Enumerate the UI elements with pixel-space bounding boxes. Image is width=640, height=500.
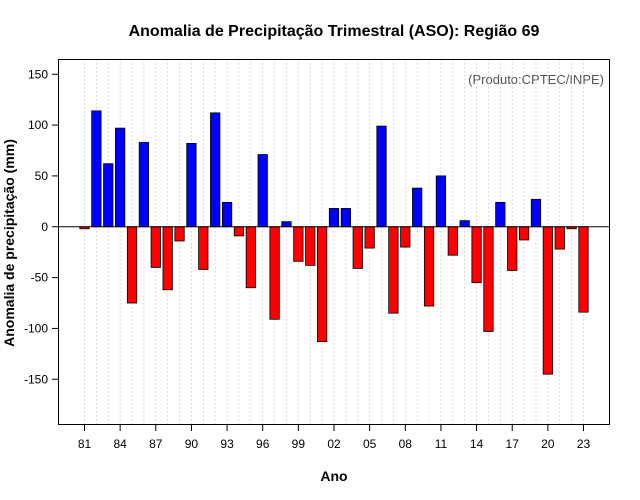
bar-1993 xyxy=(221,201,233,228)
x-tick-label: 17 xyxy=(506,437,520,451)
bar-1995 xyxy=(245,226,256,289)
bar-1994 xyxy=(233,226,245,237)
bar-2003 xyxy=(340,208,351,228)
bar-1983 xyxy=(103,163,114,228)
bar-2008 xyxy=(400,226,411,248)
bar-2018 xyxy=(518,226,530,241)
x-tick-label: 11 xyxy=(435,437,448,451)
y-tick-label: -100 xyxy=(24,321,48,335)
bar-1988 xyxy=(162,226,173,291)
y-tick-label: -50 xyxy=(31,271,49,285)
x-tick-label: 93 xyxy=(220,437,234,451)
x-tick-label: 84 xyxy=(113,437,127,451)
grid-lines xyxy=(84,59,584,425)
x-tick-label: 81 xyxy=(78,437,92,451)
y-tick-label: 0 xyxy=(41,220,48,234)
y-axis: -150 -100 -50 0 50 100 150 xyxy=(24,67,58,386)
x-tick-label: 90 xyxy=(185,437,199,451)
bar-2000 xyxy=(305,226,316,266)
x-tick-label: 96 xyxy=(256,437,270,451)
bar-2015 xyxy=(483,226,494,332)
bar-1992 xyxy=(210,112,221,228)
chart-title: Anomalia de Precipitação Trimestral (ASO… xyxy=(129,23,540,40)
bar-1998 xyxy=(281,221,292,228)
bar-2017 xyxy=(507,226,518,271)
bar-2020 xyxy=(542,226,553,375)
bar-2019 xyxy=(530,198,542,228)
bar-1987 xyxy=(150,226,161,268)
bar-1989 xyxy=(174,226,185,242)
bar-2021 xyxy=(554,226,565,250)
bar-1999 xyxy=(293,226,304,262)
bar-2002 xyxy=(328,208,340,228)
bar-1996 xyxy=(257,154,268,228)
x-tick-label: 20 xyxy=(541,437,555,451)
x-axis: 81 84 87 90 93 96 99 02 05 08 11 14 17 20 23 xyxy=(78,425,591,451)
y-axis-title: Anomalia de precipitação (mm) xyxy=(1,139,17,347)
bar-2012 xyxy=(447,226,458,256)
bar-2014 xyxy=(471,226,482,284)
bar-2005 xyxy=(364,226,375,249)
x-tick-label: 23 xyxy=(577,437,591,451)
x-tick-label: 14 xyxy=(470,437,484,451)
bar-1997 xyxy=(269,226,280,320)
x-tick-label: 99 xyxy=(292,437,306,451)
bar-1986 xyxy=(138,141,150,228)
x-axis-title: Ano xyxy=(320,468,347,484)
y-tick-label: -150 xyxy=(24,372,48,386)
bar-1991 xyxy=(198,226,209,270)
bar-2001 xyxy=(317,226,328,343)
bar-1982 xyxy=(91,110,102,228)
bar-2009 xyxy=(412,187,423,228)
bar-2006 xyxy=(376,125,387,228)
x-tick-label: 02 xyxy=(327,437,341,451)
y-tick-label: 150 xyxy=(28,67,48,81)
bar-2023 xyxy=(578,226,589,313)
bar-1990 xyxy=(186,142,197,228)
plot-frame xyxy=(58,59,610,425)
bars-group xyxy=(79,110,589,375)
bar-1984 xyxy=(115,127,126,228)
bar-1985 xyxy=(126,226,138,304)
bar-2013 xyxy=(459,220,470,228)
bar-2016 xyxy=(495,201,506,228)
bar-2010 xyxy=(423,226,435,307)
y-tick-label: 100 xyxy=(28,118,48,132)
x-tick-label: 05 xyxy=(363,437,377,451)
bar-2011 xyxy=(435,175,447,228)
x-tick-label: 87 xyxy=(149,437,163,451)
bar-2004 xyxy=(352,226,363,269)
bar-2007 xyxy=(388,226,399,314)
x-tick-label: 08 xyxy=(399,437,413,451)
y-tick-label: 50 xyxy=(35,169,49,183)
